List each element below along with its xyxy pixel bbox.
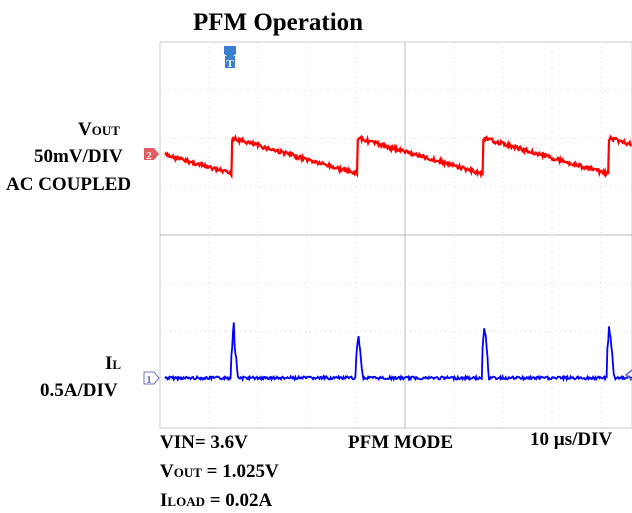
vout-setting: VOUT = 1.025V: [160, 461, 279, 482]
trigger-shape: [225, 56, 235, 68]
vout-rest: = 1.025V: [202, 461, 279, 482]
ch1-scale: 0.5A/DIV: [40, 380, 118, 401]
title: PFM Operation: [193, 9, 363, 36]
ch2-name-sub: OUT: [92, 123, 121, 138]
ch2-name: VOUT: [78, 119, 120, 140]
mode: PFM MODE: [348, 432, 453, 453]
ch2-marker: 2: [144, 148, 159, 162]
ch1-name: IL: [105, 353, 121, 374]
level-arrow: [624, 369, 632, 381]
ch2-name-main: V: [78, 119, 92, 140]
vin: VIN= 3.6V: [160, 432, 248, 453]
ch1-name-main: I: [105, 353, 112, 374]
ch1-marker-shape: [143, 371, 160, 385]
trigger-shape: [224, 46, 236, 58]
iload-main: I: [160, 490, 167, 511]
ch2-marker-shape: [144, 148, 159, 160]
vout-main: V: [160, 461, 174, 482]
il-waveform: [164, 322, 632, 383]
timebase: 10 µs/DIV: [530, 429, 612, 450]
ch2-scale: 50mV/DIV: [34, 146, 123, 167]
ch1-marker-label: 1: [146, 374, 152, 386]
vout-sub: OUT: [174, 465, 203, 480]
trigger-marker: T: [224, 46, 236, 70]
ch1-name-sub: L: [112, 357, 121, 372]
iload-sub: LOAD: [167, 494, 205, 509]
vout-waveform: [164, 134, 632, 180]
ch2-coupling: AC COUPLED: [6, 174, 131, 195]
trigger-label: T: [226, 58, 234, 70]
ch1-marker: 1: [143, 371, 160, 386]
ch2-marker-label: 2: [146, 150, 152, 162]
iload-setting: ILOAD = 0.02A: [160, 490, 273, 511]
iload-rest: = 0.02A: [205, 490, 273, 511]
